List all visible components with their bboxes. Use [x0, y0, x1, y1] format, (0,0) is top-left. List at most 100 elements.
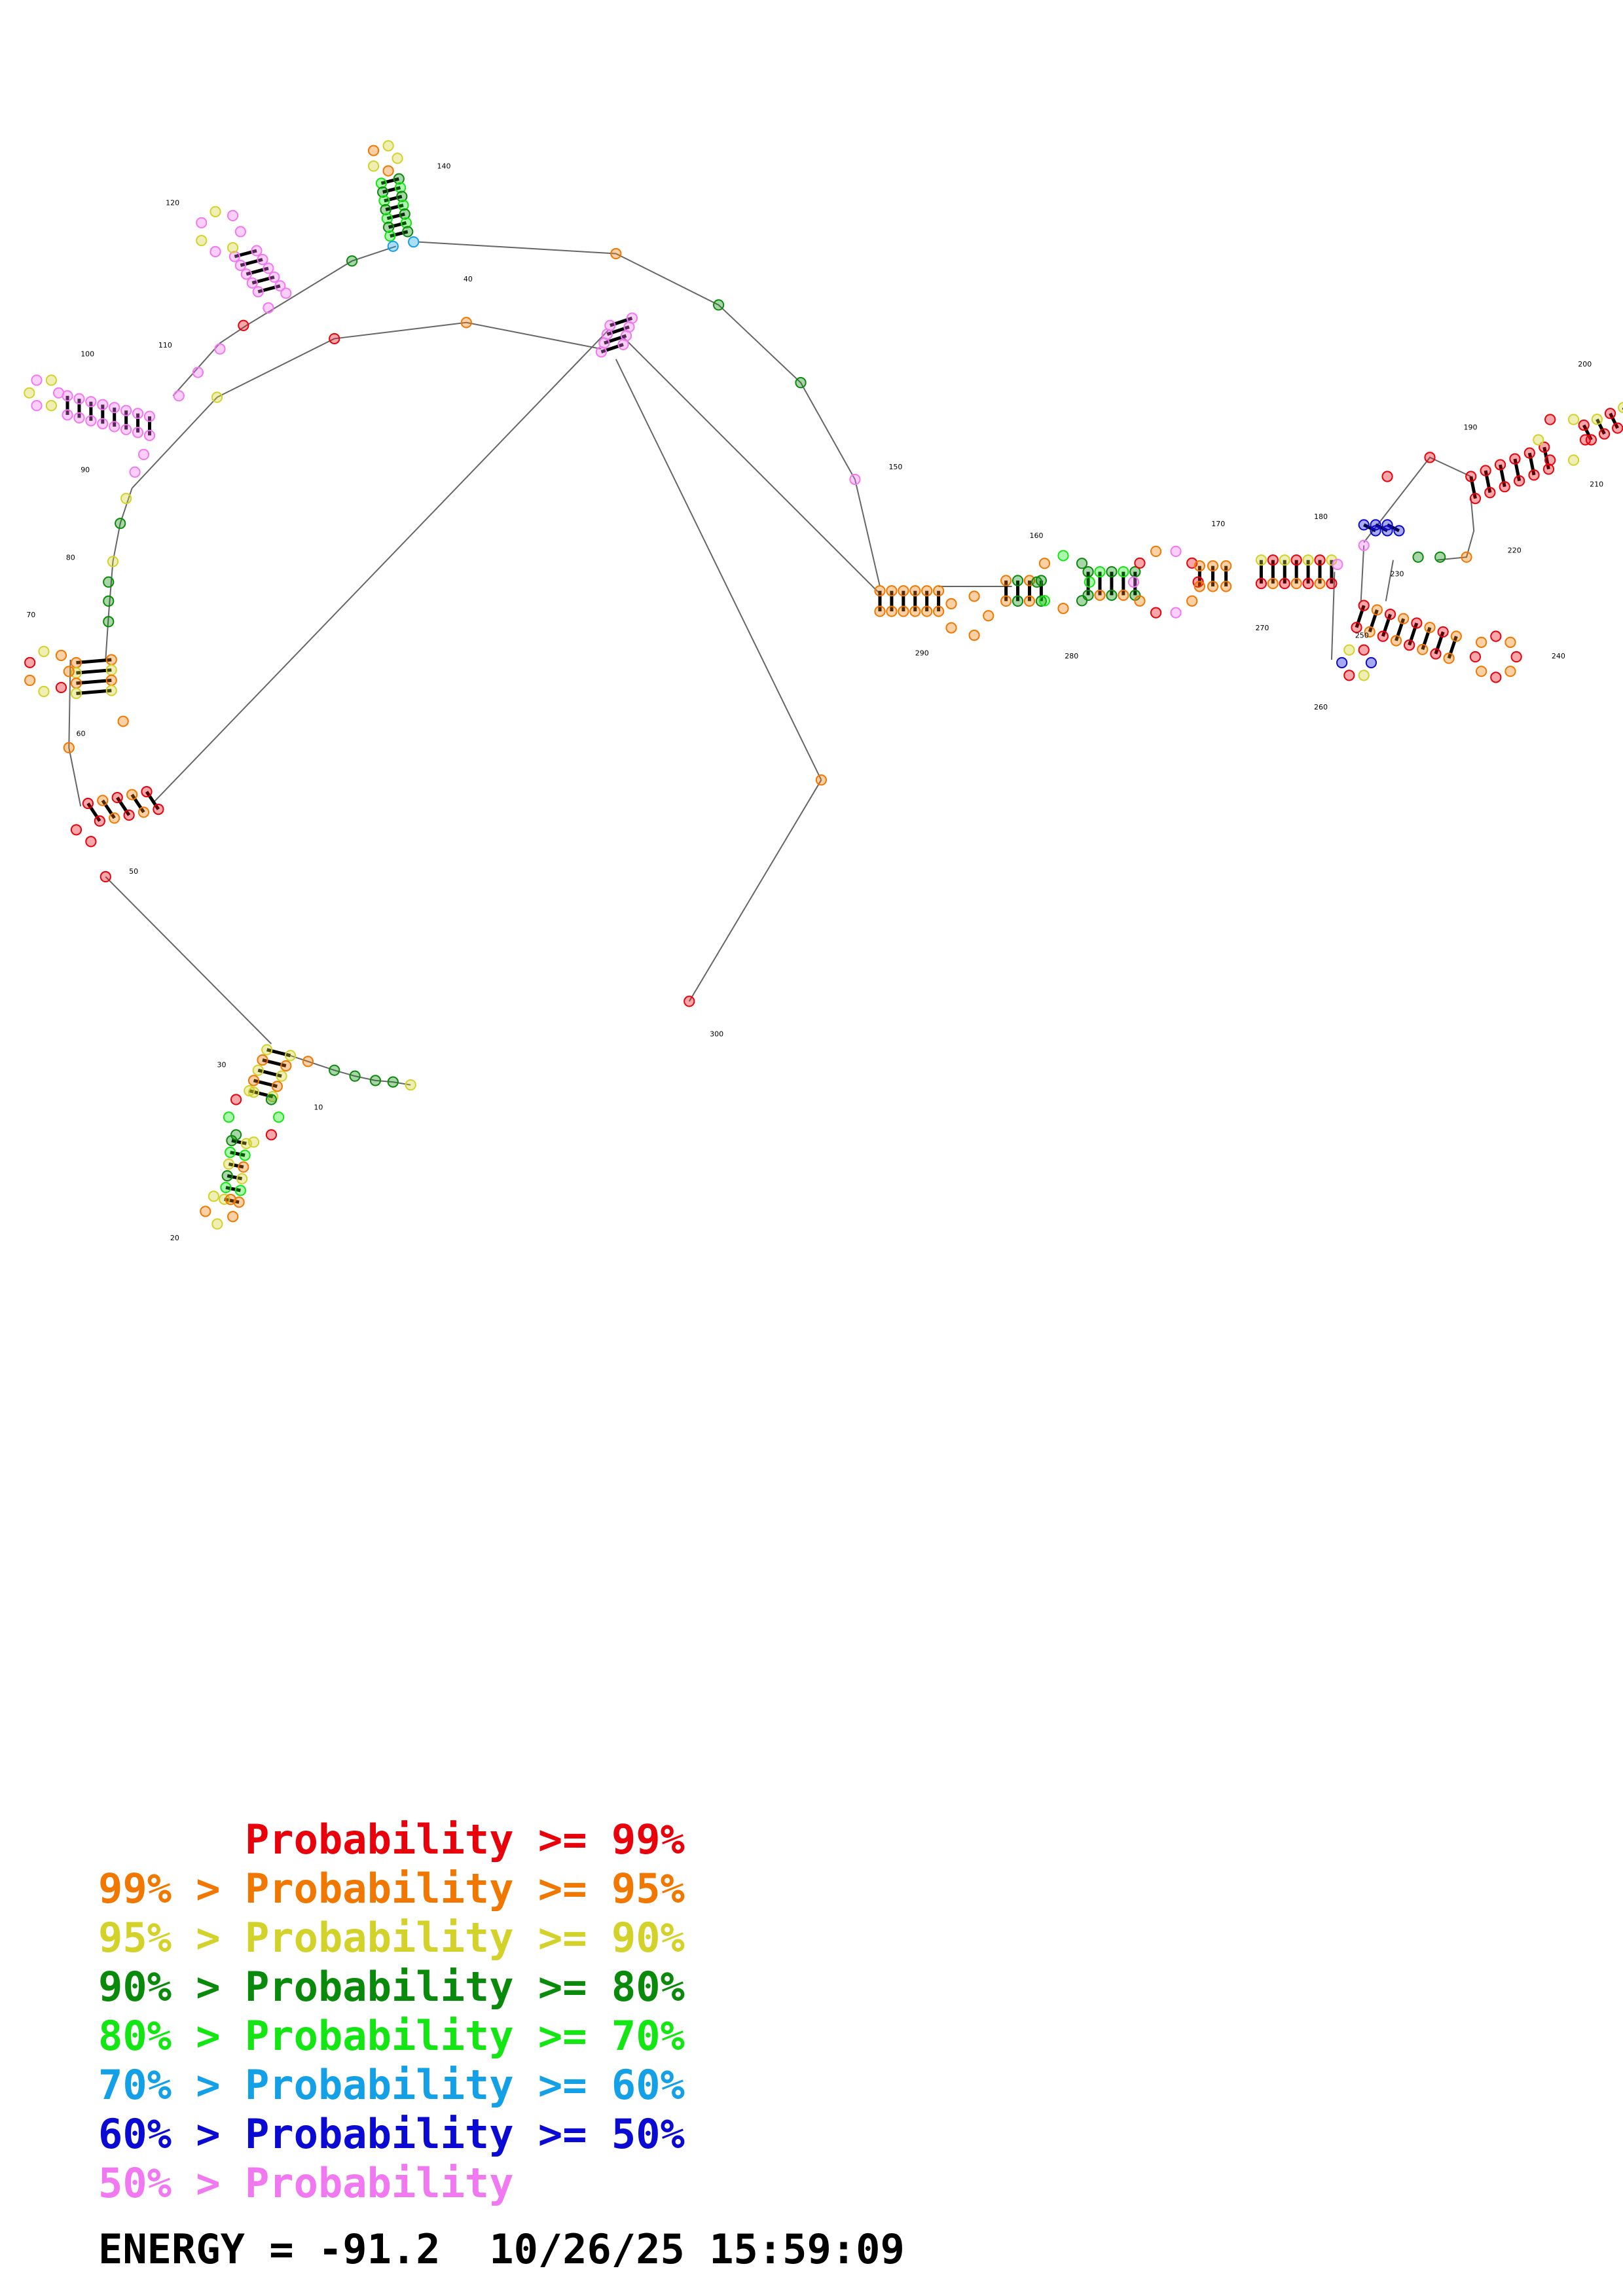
base-pair-bond	[1368, 609, 1379, 633]
nucleotide	[874, 605, 886, 617]
nucleotide	[968, 590, 980, 602]
nucleotide	[377, 186, 389, 198]
position-label: 110	[158, 341, 172, 350]
base-pair-bond	[145, 791, 160, 810]
nucleotide	[1106, 589, 1118, 601]
position-label: 200	[1578, 360, 1592, 368]
nucleotide	[1469, 651, 1482, 663]
base-pair-bond	[1484, 470, 1492, 493]
nucleotide	[55, 649, 67, 662]
nucleotide	[1544, 454, 1556, 466]
nucleotide	[382, 140, 394, 152]
nucleotide	[85, 836, 97, 848]
nucleotide	[1358, 670, 1370, 681]
nucleotide	[228, 251, 241, 262]
nucleotide	[211, 1218, 223, 1230]
base-pair-bond	[234, 249, 257, 259]
backbone-lines	[68, 241, 1475, 1086]
nucleotide	[230, 1094, 242, 1105]
nucleotide	[211, 391, 223, 403]
nucleotide	[1434, 551, 1446, 563]
nucleotide	[1358, 539, 1370, 551]
nucleotide	[220, 1181, 232, 1194]
nucleotide	[271, 1081, 283, 1092]
base-pair-bond	[86, 802, 101, 822]
nucleotide	[1194, 581, 1205, 592]
nucleotide	[1186, 595, 1198, 607]
base-pair-bond	[116, 797, 131, 816]
legend-row: Probability >= 99%	[98, 1816, 685, 1863]
nucleotide	[1404, 639, 1415, 651]
backbone-segment	[688, 780, 822, 1002]
nucleotide	[97, 418, 109, 429]
nucleotide	[1499, 481, 1510, 493]
nucleotide	[909, 605, 921, 617]
nucleotide	[1377, 630, 1389, 642]
backbone-segment	[1437, 498, 1475, 561]
nucleotide	[227, 1211, 239, 1223]
nucleotide	[1465, 471, 1477, 482]
nucleotide	[1567, 454, 1580, 466]
nucleotide	[45, 374, 58, 386]
nucleotide	[31, 374, 43, 386]
nucleotide	[105, 674, 117, 686]
base-pair-bond	[380, 177, 399, 185]
nucleotide	[280, 287, 292, 299]
nucleotide	[100, 870, 111, 883]
nucleotide	[1207, 560, 1219, 572]
nucleotide	[874, 585, 886, 597]
nucleotide	[1523, 447, 1535, 459]
nucleotide	[1118, 589, 1129, 601]
nucleotide	[384, 230, 396, 242]
nucleotide	[126, 789, 138, 800]
base-pair-bond	[1513, 458, 1522, 482]
nucleotide	[1424, 452, 1436, 463]
timestamp: 10/26/25 15:59:09	[489, 2225, 905, 2273]
backbone-segment	[68, 659, 82, 807]
nucleotides	[24, 140, 1623, 1230]
position-label: 280	[1065, 652, 1078, 660]
position-label: 190	[1464, 423, 1478, 431]
nucleotide	[381, 213, 393, 224]
nucleotide	[382, 165, 394, 177]
nucleotide	[109, 421, 120, 433]
nucleotide	[626, 312, 638, 324]
backbone-segment	[1360, 545, 1365, 601]
nucleotide	[238, 319, 249, 331]
base-pair-bond	[266, 1048, 291, 1058]
nucleotide	[1539, 441, 1550, 453]
nucleotide	[109, 812, 120, 824]
nucleotide	[1351, 622, 1362, 634]
nucleotide	[272, 1111, 285, 1123]
nucleotide	[1381, 471, 1393, 482]
nucleotide	[375, 177, 388, 189]
nucleotide	[143, 429, 156, 441]
nucleotide	[382, 221, 395, 233]
nucleotide	[1364, 626, 1376, 638]
nucleotide	[1509, 453, 1521, 465]
position-label: 90	[81, 465, 90, 474]
nucleotide	[52, 387, 65, 399]
nucleotide	[1358, 644, 1370, 656]
position-label: 230	[1391, 569, 1404, 578]
position-label: 10	[314, 1103, 323, 1112]
nucleotide	[1358, 519, 1370, 531]
backbone-segment	[105, 876, 272, 1045]
nucleotide	[153, 803, 164, 816]
nucleotide	[45, 400, 58, 412]
nucleotide	[1207, 581, 1219, 592]
base-pair-bond	[386, 212, 405, 221]
nucleotide	[120, 423, 132, 435]
base-pair-bond	[385, 204, 404, 211]
nucleotide	[1170, 545, 1182, 558]
nucleotide	[408, 236, 420, 248]
nucleotide	[1604, 408, 1616, 420]
legend-row: 90% > Probability >= 80%	[98, 1963, 685, 2011]
base-pair-bond	[224, 1197, 240, 1204]
nucleotide	[387, 1076, 399, 1088]
nucleotide	[945, 622, 957, 634]
position-label: 260	[1314, 703, 1328, 711]
nucleotide	[109, 402, 120, 414]
nucleotide	[263, 262, 274, 274]
